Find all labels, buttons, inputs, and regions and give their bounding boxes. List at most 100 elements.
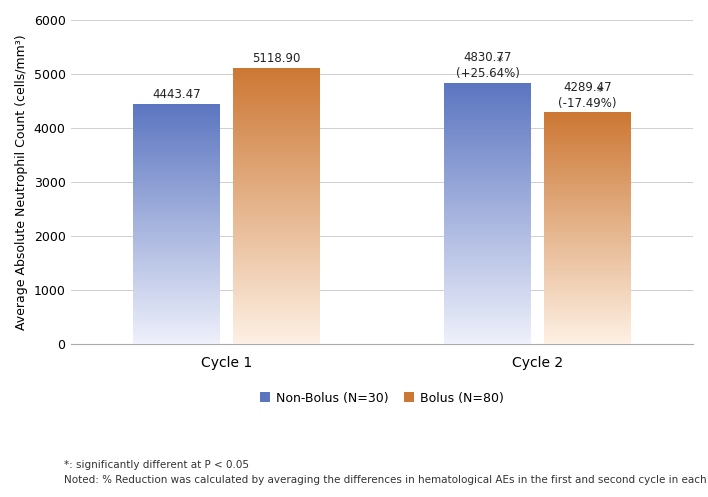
Bar <box>233 151 320 152</box>
Bar <box>133 113 220 114</box>
Bar <box>133 185 220 186</box>
Bar <box>544 163 631 164</box>
Bar <box>233 121 320 122</box>
Bar <box>444 147 531 148</box>
Bar <box>233 332 320 333</box>
Bar <box>444 260 531 261</box>
Bar <box>544 200 631 201</box>
Bar <box>444 226 531 227</box>
Bar <box>544 300 631 301</box>
Bar <box>133 231 220 232</box>
Bar <box>233 125 320 126</box>
Bar <box>544 290 631 291</box>
Bar <box>544 214 631 215</box>
Bar <box>233 267 320 268</box>
Bar <box>544 230 631 231</box>
Bar <box>133 197 220 198</box>
Bar <box>133 297 220 298</box>
Bar <box>133 240 220 241</box>
Bar <box>444 196 531 197</box>
Bar <box>233 76 320 77</box>
Bar <box>233 168 320 169</box>
Bar <box>233 231 320 232</box>
Bar <box>233 331 320 332</box>
Bar <box>133 292 220 293</box>
Bar <box>444 133 531 134</box>
Bar <box>444 149 531 150</box>
Bar <box>444 273 531 274</box>
Bar <box>233 130 320 131</box>
Bar <box>133 160 220 161</box>
Bar <box>444 134 531 135</box>
Bar <box>444 116 531 117</box>
Bar <box>444 120 531 121</box>
Bar <box>133 277 220 278</box>
Bar <box>133 295 220 296</box>
Bar <box>544 321 631 322</box>
Bar <box>544 206 631 207</box>
Bar <box>133 149 220 150</box>
Bar <box>233 204 320 205</box>
Bar <box>133 148 220 149</box>
Bar <box>133 252 220 253</box>
Bar <box>444 306 531 307</box>
Bar <box>544 144 631 145</box>
Bar <box>444 135 531 136</box>
Bar <box>444 302 531 303</box>
Bar <box>133 342 220 343</box>
Bar <box>544 125 631 126</box>
Bar <box>233 111 320 112</box>
Bar <box>133 118 220 119</box>
Bar <box>544 246 631 247</box>
Bar <box>444 148 531 149</box>
Bar <box>233 182 320 183</box>
Bar <box>233 321 320 322</box>
Bar <box>444 114 531 115</box>
Bar <box>133 228 220 229</box>
Bar <box>444 259 531 260</box>
Bar <box>133 105 220 106</box>
Bar <box>444 255 531 256</box>
Bar <box>444 291 531 292</box>
Bar <box>233 77 320 78</box>
Bar <box>133 317 220 318</box>
Bar <box>233 146 320 147</box>
Bar <box>133 325 220 326</box>
Bar <box>544 242 631 243</box>
Bar <box>133 251 220 252</box>
Bar <box>444 265 531 266</box>
Bar <box>233 159 320 160</box>
Bar <box>233 175 320 176</box>
Bar <box>544 292 631 293</box>
Bar <box>133 192 220 193</box>
Bar <box>444 297 531 298</box>
Bar <box>133 327 220 328</box>
Bar <box>444 232 531 233</box>
Bar <box>544 311 631 312</box>
Bar <box>133 338 220 339</box>
Bar <box>544 341 631 342</box>
Bar <box>544 232 631 233</box>
Bar <box>133 305 220 306</box>
Bar <box>544 332 631 333</box>
Bar <box>133 219 220 220</box>
Bar <box>233 249 320 250</box>
Bar <box>233 91 320 92</box>
Bar <box>544 171 631 172</box>
Bar <box>233 281 320 282</box>
Bar <box>233 306 320 307</box>
Y-axis label: Average Absolute Neutrophil Count (cells/mm³): Average Absolute Neutrophil Count (cells… <box>15 34 28 330</box>
Bar <box>233 133 320 134</box>
Bar <box>233 98 320 99</box>
Bar <box>233 309 320 310</box>
Bar <box>544 159 631 160</box>
Bar <box>444 206 531 207</box>
Bar <box>133 209 220 210</box>
Bar <box>133 343 220 344</box>
Bar <box>233 308 320 309</box>
Bar <box>233 101 320 102</box>
Bar <box>444 161 531 162</box>
Bar <box>133 137 220 138</box>
Bar <box>444 331 531 332</box>
Bar <box>544 210 631 211</box>
